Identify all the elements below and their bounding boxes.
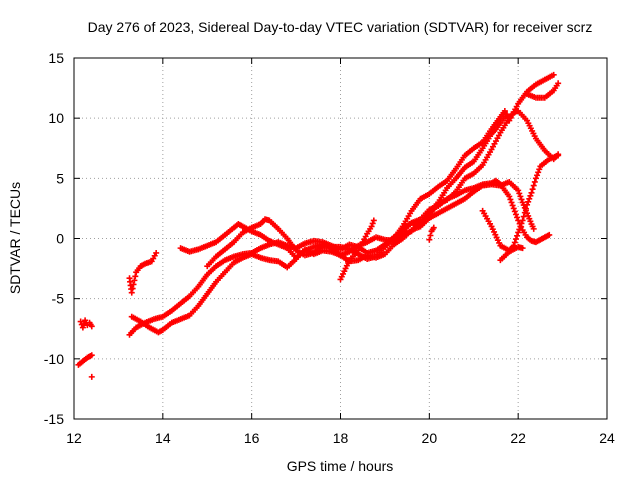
series-track-m (497, 243, 526, 264)
x-axis-label: GPS time / hours (287, 458, 394, 474)
data-point (519, 217, 526, 224)
data-point (77, 318, 84, 325)
tick-labels: 12 14 16 18 20 22 24 15 10 5 0 -5 -10 -15 (44, 50, 615, 446)
data-point (129, 285, 136, 292)
x-tick-label: 20 (422, 430, 438, 446)
data-point (532, 175, 539, 182)
data-point (555, 80, 562, 87)
data-point (132, 273, 139, 280)
data-point (515, 229, 522, 236)
data-point (128, 289, 135, 296)
chart-title: Day 276 of 2023, Sidereal Day-to-day VTE… (88, 19, 593, 35)
data-point (531, 178, 538, 185)
data-point (529, 186, 536, 193)
data-point (535, 169, 542, 176)
data-point (518, 220, 525, 227)
data-point (506, 193, 513, 200)
data-point (524, 201, 531, 208)
data-point (509, 202, 516, 209)
series-track-f (128, 178, 537, 336)
data-point (511, 239, 518, 246)
x-tick-label: 24 (599, 430, 615, 446)
data-point (130, 281, 137, 288)
data-point (370, 217, 377, 224)
x-tick-label: 18 (333, 430, 349, 446)
data-point (510, 205, 517, 212)
data-point (516, 226, 523, 233)
data-point (88, 373, 95, 380)
y-tick-label: 10 (48, 110, 64, 126)
y-tick-label: -10 (44, 351, 64, 367)
data-point (546, 231, 553, 238)
y-tick-label: -5 (52, 291, 65, 307)
data-point (515, 187, 522, 194)
x-tick-label: 16 (244, 430, 260, 446)
plot-frame (73, 57, 608, 420)
data-point (521, 209, 528, 216)
y-tick-label: 5 (56, 170, 64, 186)
data-point (369, 220, 376, 227)
data-point (555, 152, 562, 159)
data-point (534, 172, 541, 179)
data-point (508, 199, 515, 206)
series-track-b (77, 317, 95, 331)
data-point (88, 323, 95, 330)
data-point (153, 249, 160, 256)
series-track-a (75, 352, 95, 368)
data-point (511, 208, 518, 215)
data-point (528, 189, 535, 196)
data-point (516, 190, 523, 197)
y-axis-label: SDTVAR / TECUs (7, 182, 23, 294)
data-point (526, 195, 533, 202)
data-point (504, 111, 511, 118)
data-point (520, 213, 527, 220)
series-track-d (126, 249, 160, 296)
x-tick-label: 22 (510, 430, 526, 446)
y-tick-label: -15 (44, 411, 64, 427)
data-marks (75, 71, 562, 380)
data-point (426, 236, 433, 243)
data-point (131, 277, 138, 284)
series-track-k (426, 224, 437, 243)
data-point (519, 245, 526, 252)
x-tick-label: 12 (66, 430, 82, 446)
data-point (530, 182, 537, 189)
x-tick-label: 14 (155, 430, 171, 446)
data-point (525, 198, 532, 205)
data-point (550, 71, 557, 78)
data-point (501, 107, 508, 114)
data-point (517, 223, 524, 230)
data-point (512, 211, 519, 218)
data-point (522, 205, 529, 212)
data-point (507, 196, 514, 203)
data-point (517, 193, 524, 200)
series-track-j (399, 111, 511, 232)
y-tick-label: 15 (48, 50, 64, 66)
data-point (88, 352, 95, 359)
data-point (518, 196, 525, 203)
series-track-n (524, 80, 562, 101)
data-point (527, 192, 534, 199)
data-point (79, 324, 86, 331)
data-point (368, 223, 375, 230)
data-point (536, 166, 543, 173)
data-point (514, 214, 521, 221)
data-point (427, 232, 434, 239)
y-tick-label: 0 (56, 231, 64, 247)
data-point (430, 224, 437, 231)
data-point (530, 225, 537, 232)
series-track-i (337, 217, 377, 283)
data-point (514, 232, 521, 239)
data-point (512, 236, 519, 243)
series-track-c (88, 373, 95, 380)
